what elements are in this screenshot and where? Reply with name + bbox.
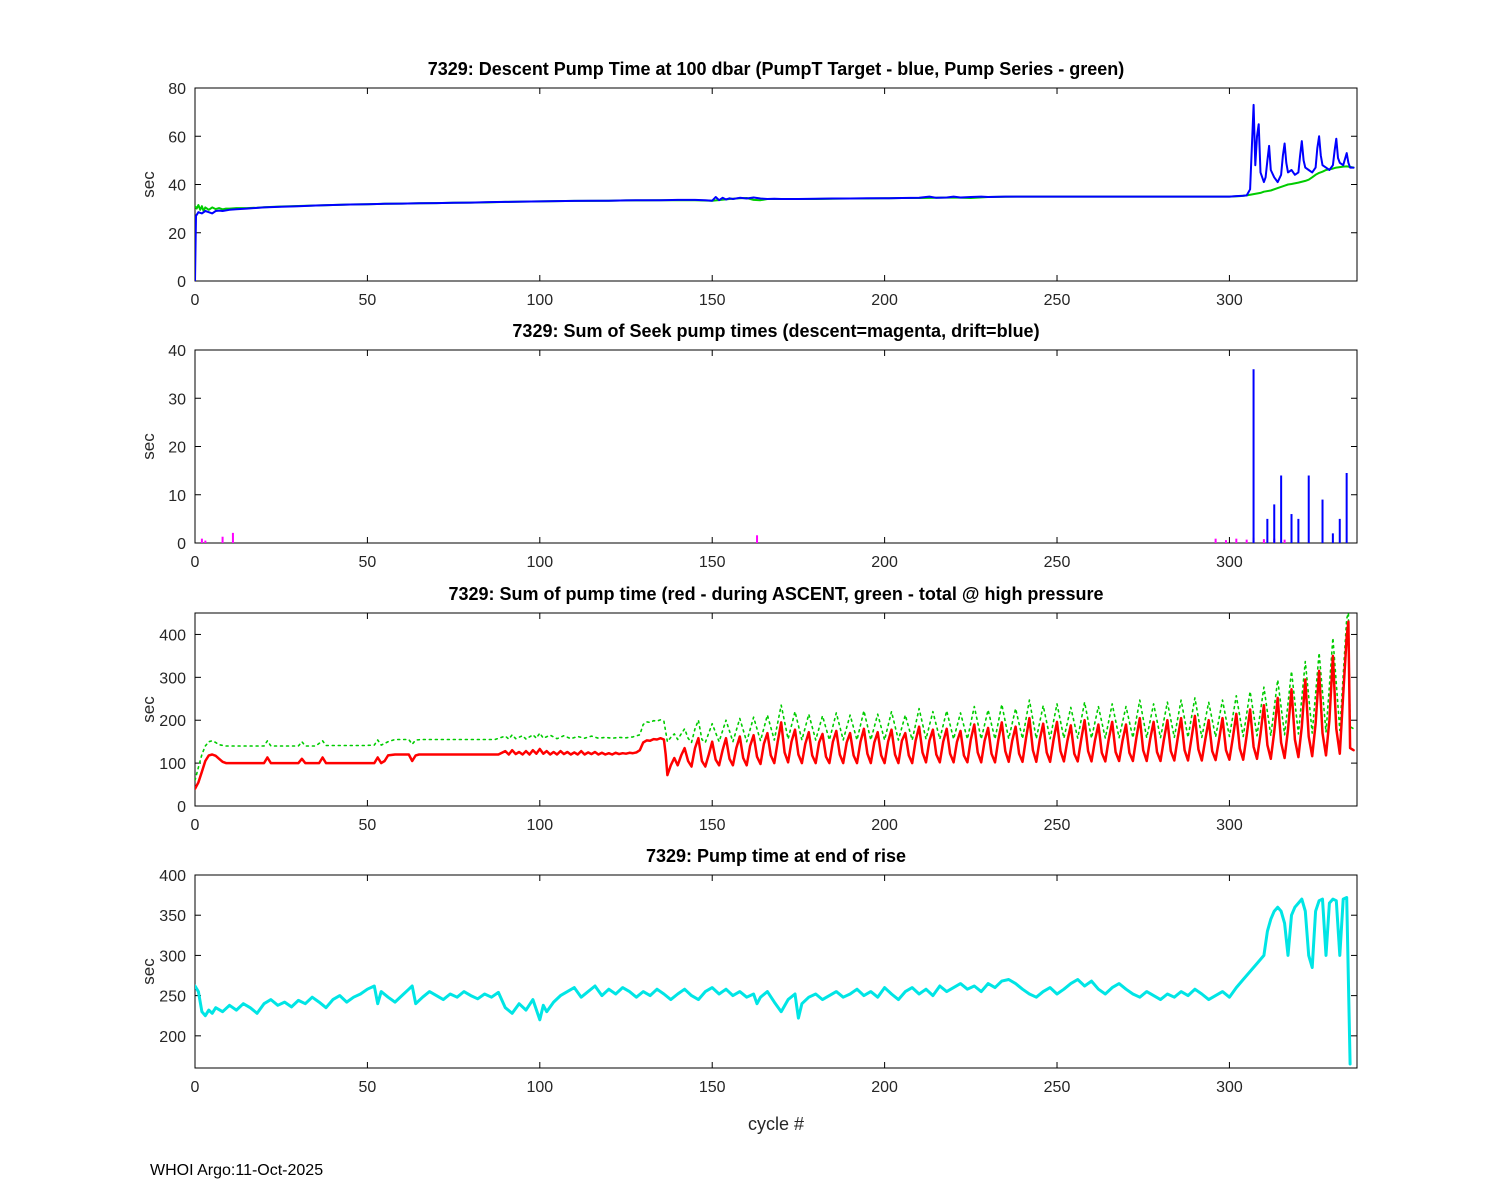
- x-tick-label: 250: [1044, 554, 1071, 571]
- y-tick-label: 300: [159, 948, 186, 965]
- x-tick-label: 50: [359, 554, 377, 571]
- y-tick-label: 350: [159, 908, 186, 925]
- y-tick-label: 40: [168, 178, 186, 195]
- y-tick-label: 20: [168, 440, 186, 457]
- x-tick-label: 200: [871, 817, 898, 834]
- y-tick-label: 400: [159, 627, 186, 644]
- x-tick-label: 300: [1216, 554, 1243, 571]
- chart-descent-pump-time: 0 50 100 150 200 250 300 0 20 40 60 80 7329: Descent…: [140, 59, 1358, 309]
- y-tick-label: 80: [168, 81, 186, 98]
- figure-footer: WHOI Argo:11-Oct-2025: [150, 1162, 324, 1179]
- y-tick-label: 300: [159, 670, 186, 687]
- chart-title: 7329: Sum of Seek pump times (descent=ma…: [512, 321, 1039, 341]
- y-tick-label: 200: [159, 713, 186, 730]
- y-tick-label: 0: [177, 536, 186, 553]
- y-tick-label: 40: [168, 343, 186, 360]
- x-tick-label: 50: [359, 817, 377, 834]
- x-tick-label: 0: [191, 817, 200, 834]
- axes-box: [194, 612, 1358, 807]
- x-tick-label: 100: [526, 554, 553, 571]
- x-tick-label: 150: [699, 292, 726, 309]
- axes-box: [194, 87, 1358, 282]
- y-tick-label: 60: [168, 129, 186, 146]
- x-tick-label: 150: [699, 1079, 726, 1096]
- x-tick-label: 300: [1216, 817, 1243, 834]
- series-pump time at end of rise: [195, 896, 1352, 1066]
- x-tick-label: 300: [1216, 1079, 1243, 1096]
- y-tick-label: 0: [177, 799, 186, 816]
- chart-pump-time-end-of-rise: 0 50 100 150 200 250 300 200 250 300 350 400 7329: P…: [140, 846, 1358, 1134]
- chart-title: 7329: Sum of pump time (red - during ASC…: [449, 584, 1104, 604]
- axes-box: [194, 874, 1358, 1069]
- axes-box: [194, 349, 1358, 544]
- y-tick-label: 250: [159, 989, 186, 1006]
- x-tick-label: 0: [191, 1079, 200, 1096]
- y-axis-label: sec: [140, 171, 158, 198]
- x-tick-label: 200: [871, 1079, 898, 1096]
- y-tick-label: 30: [168, 391, 186, 408]
- x-tick-label: 300: [1216, 292, 1243, 309]
- x-tick-label: 100: [526, 292, 553, 309]
- series-during ASCENT: [195, 620, 1355, 791]
- y-tick-label: 20: [168, 226, 186, 243]
- chart-sum-pump-time: 0 50 100 150 200 250 300 0 100 200 300 400 7329: Sum…: [140, 584, 1358, 834]
- y-axis-label: sec: [140, 696, 158, 723]
- x-tick-label: 200: [871, 292, 898, 309]
- chart-seek-pump-times: 0 50 100 150 200 250 300 0 10 20 30 40 7329: Sum of …: [140, 321, 1358, 571]
- y-tick-label: 400: [159, 868, 186, 885]
- x-tick-label: 100: [526, 1079, 553, 1096]
- x-tick-label: 150: [699, 554, 726, 571]
- chart-title: 7329: Descent Pump Time at 100 dbar (Pum…: [428, 59, 1125, 79]
- x-tick-label: 50: [359, 1079, 377, 1096]
- y-axis-label: sec: [140, 433, 158, 460]
- x-tick-label: 250: [1044, 817, 1071, 834]
- x-tick-label: 0: [191, 292, 200, 309]
- y-tick-label: 200: [159, 1029, 186, 1046]
- series-total @ high pressure: [195, 613, 1355, 782]
- y-tick-label: 10: [168, 488, 186, 505]
- x-tick-label: 100: [526, 817, 553, 834]
- y-axis-label: sec: [140, 958, 158, 985]
- x-tick-label: 50: [359, 292, 377, 309]
- x-axis-label: cycle #: [748, 1114, 804, 1134]
- x-tick-label: 150: [699, 817, 726, 834]
- x-tick-label: 250: [1044, 292, 1071, 309]
- y-tick-label: 100: [159, 756, 186, 773]
- x-tick-label: 250: [1044, 1079, 1071, 1096]
- series-PumpT Target: [195, 103, 1355, 281]
- y-tick-label: 0: [177, 274, 186, 291]
- chart-title: 7329: Pump time at end of rise: [646, 846, 906, 866]
- x-tick-label: 200: [871, 554, 898, 571]
- x-tick-label: 0: [191, 554, 200, 571]
